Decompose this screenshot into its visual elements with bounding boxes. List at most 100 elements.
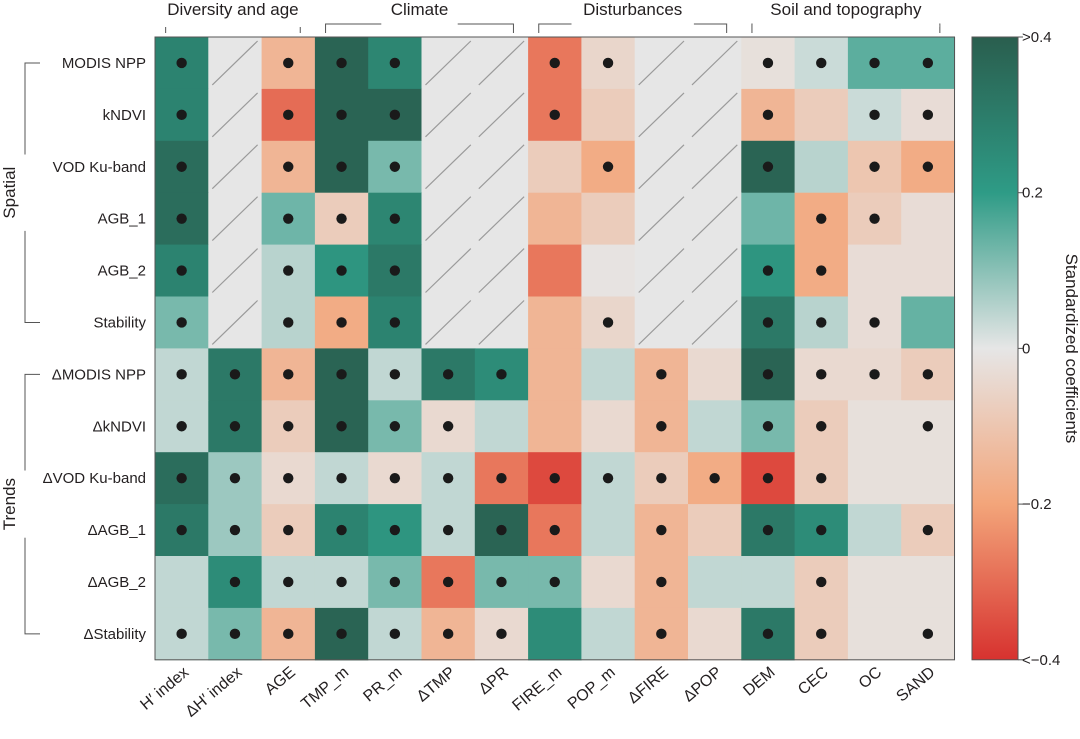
missing-cell-hatch bbox=[478, 196, 525, 242]
significance-dot bbox=[283, 213, 294, 224]
significance-dot bbox=[389, 109, 401, 121]
significance-dot bbox=[656, 524, 667, 536]
significance-dot bbox=[816, 576, 827, 588]
significance-dot bbox=[176, 421, 187, 432]
significance-dot bbox=[176, 472, 187, 484]
significance-dot bbox=[922, 161, 934, 172]
missing-cell-hatch bbox=[478, 248, 525, 293]
significance-dot bbox=[496, 628, 507, 640]
column-label: ΔH′ index bbox=[183, 664, 246, 721]
significance-dot bbox=[816, 213, 827, 224]
significance-dot bbox=[922, 628, 934, 640]
missing-cell-hatch bbox=[425, 196, 472, 242]
row-label: AGB_2 bbox=[98, 263, 146, 280]
missing-cell-hatch bbox=[638, 300, 685, 345]
missing-cell-hatch bbox=[211, 196, 259, 242]
significance-dot bbox=[283, 161, 294, 172]
colorbar-gradient bbox=[971, 36, 1019, 661]
row-group-label-bg bbox=[0, 154, 27, 231]
column-label: DEM bbox=[740, 664, 778, 700]
significance-dot bbox=[389, 628, 401, 640]
significance-dot bbox=[816, 369, 827, 380]
significance-dot bbox=[656, 472, 667, 484]
heatmap-cell bbox=[581, 504, 636, 557]
significance-dot bbox=[389, 57, 401, 69]
heatmap-cell bbox=[794, 88, 849, 142]
heatmap-cell bbox=[581, 244, 636, 298]
significance-dot bbox=[336, 628, 347, 640]
significance-dot bbox=[549, 472, 560, 484]
column-label: PR_m bbox=[360, 664, 405, 706]
significance-dot bbox=[762, 524, 774, 536]
row-label: Stability bbox=[93, 314, 146, 331]
significance-dot bbox=[283, 628, 294, 640]
significance-dot bbox=[229, 472, 241, 484]
significance-dot bbox=[762, 109, 774, 121]
significance-dot bbox=[869, 369, 880, 380]
significance-dot bbox=[176, 317, 187, 328]
heatmap-cell bbox=[901, 192, 956, 246]
significance-dot bbox=[283, 317, 294, 328]
colorbar-tick-label: 0 bbox=[1022, 340, 1030, 357]
significance-dot bbox=[336, 213, 347, 224]
significance-dot bbox=[389, 265, 401, 276]
significance-dot bbox=[869, 317, 880, 328]
row-group-brackets: Spatial Trends bbox=[0, 62, 40, 635]
missing-cell-hatch bbox=[211, 40, 259, 86]
column-group-label-bg bbox=[381, 0, 458, 27]
significance-dot bbox=[496, 369, 507, 380]
significance-dot bbox=[176, 213, 187, 224]
significance-dot bbox=[602, 57, 614, 69]
row-label: ΔAGB_2 bbox=[88, 574, 146, 591]
missing-cell-hatch bbox=[425, 300, 472, 345]
colorbar-tick-label: 0.2 bbox=[1022, 185, 1043, 202]
significance-dot bbox=[283, 524, 294, 536]
significance-dot bbox=[283, 369, 294, 380]
significance-dot bbox=[762, 369, 774, 380]
missing-cell-hatch bbox=[638, 92, 685, 138]
heatmap-cell bbox=[581, 192, 636, 246]
significance-dot bbox=[442, 576, 454, 588]
column-group-label-bg bbox=[752, 0, 940, 27]
significance-dot bbox=[922, 369, 934, 380]
missing-cell-hatch bbox=[638, 40, 685, 86]
column-label: ΔFIRE bbox=[625, 664, 672, 707]
row-label: VOD Ku-band bbox=[53, 159, 146, 176]
row-label: MODIS NPP bbox=[62, 55, 146, 72]
significance-dot bbox=[816, 265, 827, 276]
significance-dot bbox=[336, 576, 347, 588]
significance-dot bbox=[176, 57, 187, 69]
heatmap-cell bbox=[847, 504, 902, 557]
missing-cell-hatch bbox=[478, 40, 525, 86]
significance-dot bbox=[442, 472, 454, 484]
significance-dot bbox=[762, 628, 774, 640]
significance-dot bbox=[389, 161, 401, 172]
column-group-label: Soil and topography bbox=[770, 0, 922, 19]
missing-cell-hatch bbox=[691, 196, 738, 242]
significance-dot bbox=[816, 57, 827, 69]
missing-cell-hatch bbox=[638, 248, 685, 293]
column-group-label-bg bbox=[148, 0, 318, 27]
missing-cell-hatch bbox=[425, 144, 472, 190]
significance-dot bbox=[762, 265, 774, 276]
heatmap-cell bbox=[901, 452, 956, 505]
significance-dot bbox=[709, 472, 720, 484]
heatmap-cell bbox=[794, 140, 849, 194]
heatmap-cell bbox=[474, 400, 529, 453]
significance-dot bbox=[922, 421, 934, 432]
row-labels: MODIS NPP kNDVI VOD Ku-band AGB_1 AGB_2 Stabi… bbox=[43, 55, 147, 643]
significance-dot bbox=[336, 265, 347, 276]
heatmap-cell bbox=[847, 556, 902, 609]
significance-dot bbox=[336, 369, 347, 380]
significance-dot bbox=[389, 472, 401, 484]
significance-dot bbox=[229, 421, 241, 432]
row-label: ΔkNDVI bbox=[93, 418, 146, 435]
significance-dot bbox=[816, 524, 827, 536]
heatmap-cell bbox=[741, 192, 796, 246]
missing-cell-hatch bbox=[425, 40, 472, 86]
significance-dot bbox=[762, 57, 774, 69]
significance-dot bbox=[869, 109, 880, 121]
column-label: ΔPR bbox=[476, 664, 512, 698]
significance-dot bbox=[869, 57, 880, 69]
